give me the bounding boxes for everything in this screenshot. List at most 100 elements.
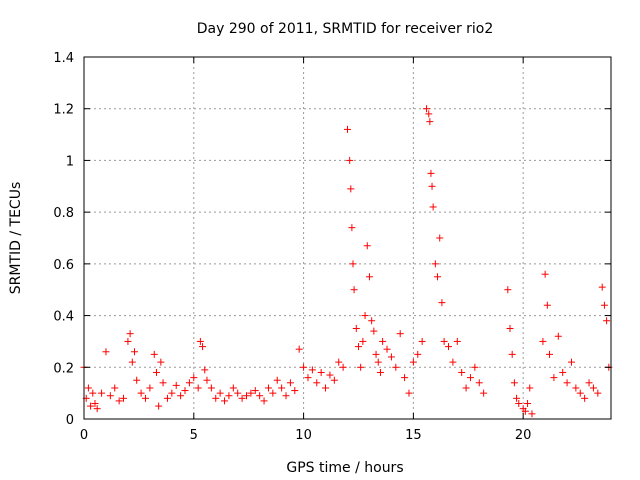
data-point bbox=[282, 392, 290, 400]
data-point bbox=[581, 394, 589, 402]
y-axis-label: SRMTID / TECUs bbox=[8, 182, 24, 295]
data-point bbox=[308, 366, 316, 374]
data-point bbox=[168, 389, 176, 397]
data-point bbox=[466, 374, 474, 382]
data-point bbox=[102, 348, 110, 356]
data-point bbox=[563, 379, 571, 387]
data-point bbox=[278, 384, 286, 392]
data-point bbox=[589, 384, 597, 392]
data-point bbox=[429, 203, 437, 211]
data-point bbox=[504, 286, 512, 294]
data-point bbox=[347, 185, 355, 193]
data-point bbox=[335, 358, 343, 366]
data-point bbox=[600, 301, 608, 309]
x-tick-label: 10 bbox=[295, 428, 312, 443]
data-point bbox=[352, 325, 360, 332]
data-point bbox=[137, 389, 145, 397]
data-point bbox=[425, 110, 433, 118]
data-point bbox=[445, 343, 453, 351]
data-point bbox=[346, 156, 354, 164]
data-point bbox=[120, 394, 128, 402]
data-point bbox=[431, 260, 439, 268]
data-point bbox=[567, 358, 575, 366]
data-point bbox=[216, 389, 224, 397]
y-tick-label: 0.4 bbox=[53, 310, 74, 325]
data-point bbox=[361, 312, 369, 320]
data-point bbox=[594, 389, 602, 397]
data-point bbox=[152, 368, 160, 376]
data-point bbox=[221, 397, 229, 405]
data-point bbox=[379, 337, 387, 345]
data-point bbox=[163, 394, 171, 402]
data-point bbox=[157, 358, 165, 366]
data-point bbox=[339, 363, 347, 371]
data-point bbox=[434, 273, 442, 281]
y-tick-label: 0.8 bbox=[53, 206, 74, 221]
data-point bbox=[291, 387, 299, 395]
data-point bbox=[247, 389, 255, 397]
data-point bbox=[462, 384, 470, 392]
data-point bbox=[550, 374, 558, 382]
data-point bbox=[414, 350, 422, 358]
data-point bbox=[199, 343, 207, 351]
data-point bbox=[438, 299, 446, 307]
data-point bbox=[526, 384, 534, 392]
data-point bbox=[475, 379, 483, 387]
data-point bbox=[115, 397, 123, 405]
data-point bbox=[313, 379, 321, 387]
data-point bbox=[286, 379, 294, 387]
data-point bbox=[524, 399, 532, 407]
data-point bbox=[141, 394, 149, 402]
data-points bbox=[80, 105, 613, 418]
y-tick-label: 1.2 bbox=[53, 103, 74, 118]
data-point bbox=[506, 325, 514, 332]
data-point bbox=[111, 384, 119, 392]
x-tick-label: 15 bbox=[405, 428, 422, 443]
data-point bbox=[295, 345, 303, 353]
y-tick-label: 0 bbox=[66, 413, 74, 428]
data-point bbox=[585, 379, 593, 387]
data-point bbox=[603, 317, 611, 325]
data-point bbox=[350, 286, 358, 294]
data-point bbox=[354, 343, 362, 351]
data-point bbox=[428, 182, 436, 190]
data-point bbox=[234, 389, 242, 397]
data-point bbox=[269, 389, 277, 397]
data-point bbox=[273, 376, 281, 384]
data-point bbox=[150, 350, 158, 358]
data-point bbox=[172, 381, 180, 389]
data-point bbox=[449, 358, 457, 366]
data-point bbox=[513, 394, 521, 402]
data-point bbox=[300, 363, 308, 371]
data-point bbox=[559, 368, 567, 376]
axis-ticks: 0 0.2 0.4 0.6 0.8 1 1.2 1.4 0 5 10 15 20 bbox=[53, 51, 611, 443]
data-point bbox=[546, 350, 554, 358]
data-point bbox=[368, 317, 376, 325]
data-point bbox=[598, 283, 606, 291]
data-point bbox=[203, 376, 211, 384]
data-point bbox=[212, 394, 220, 402]
data-point bbox=[423, 105, 431, 113]
x-tick-label: 20 bbox=[515, 428, 532, 443]
data-point bbox=[238, 394, 246, 402]
data-point bbox=[98, 389, 106, 397]
data-point bbox=[87, 402, 95, 410]
x-axis-label: GPS time / hours bbox=[286, 460, 403, 476]
data-point bbox=[84, 384, 92, 392]
data-point bbox=[225, 392, 233, 400]
data-point bbox=[515, 399, 523, 407]
data-point bbox=[528, 410, 536, 418]
data-point bbox=[196, 337, 204, 345]
data-point bbox=[201, 366, 209, 374]
data-point bbox=[359, 337, 367, 345]
data-point bbox=[207, 384, 215, 392]
data-point bbox=[554, 332, 562, 340]
plot-frame bbox=[83, 56, 612, 420]
chart-title: Day 290 of 2011, SRMTID for receiver rio… bbox=[197, 21, 494, 37]
y-tick-label: 0.6 bbox=[53, 258, 74, 273]
data-point bbox=[146, 384, 154, 392]
data-point bbox=[181, 387, 189, 395]
data-point bbox=[133, 376, 141, 384]
data-point bbox=[260, 397, 268, 405]
